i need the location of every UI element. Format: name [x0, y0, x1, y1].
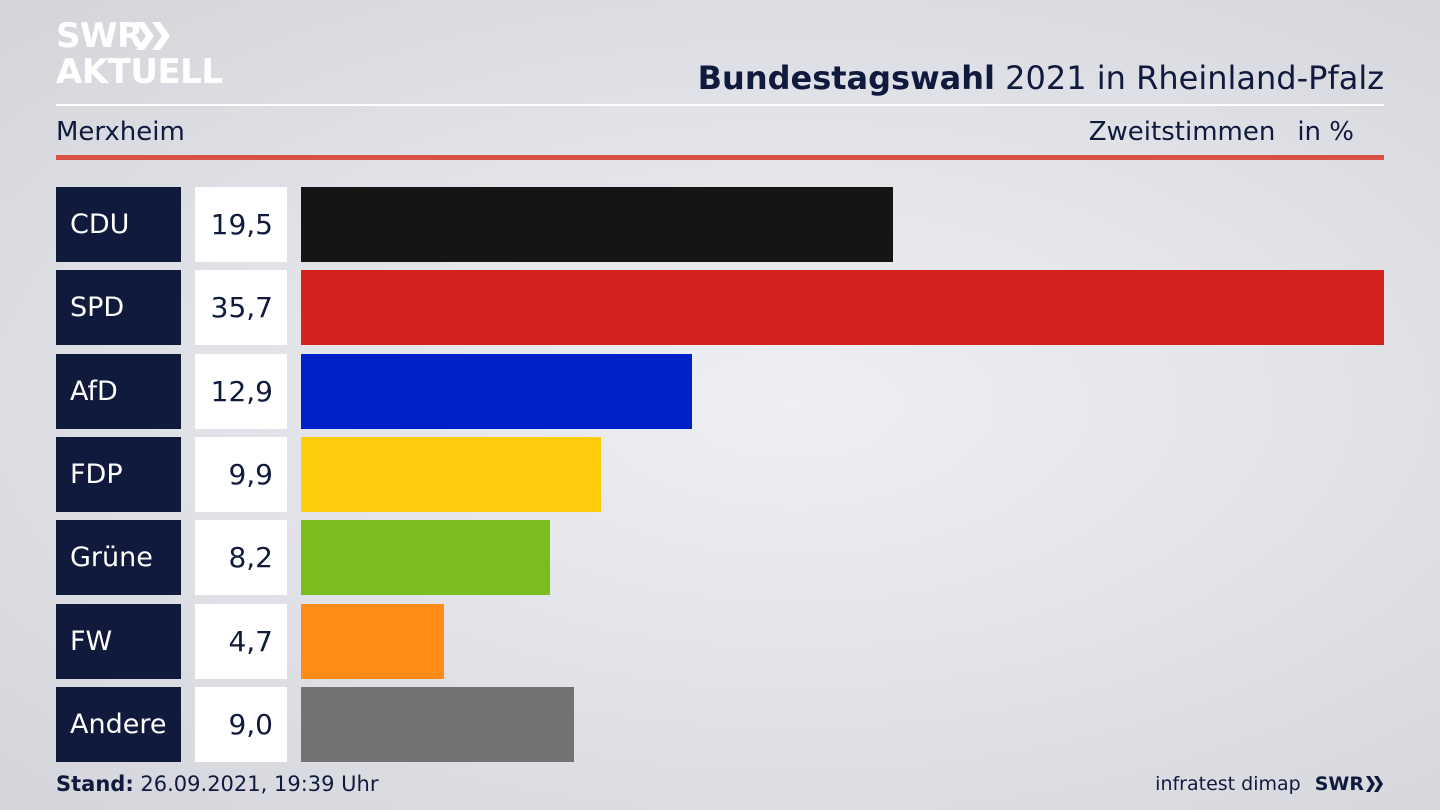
- page-title: Bundestagswahl 2021 in Rheinland-Pfalz: [698, 56, 1384, 100]
- bar-row: CDU 19,5: [56, 187, 1384, 262]
- measure-label: Zweitstimmen in %: [1089, 114, 1354, 150]
- title-bold: Bundestagswahl: [697, 59, 995, 97]
- header-divider: [56, 104, 1384, 106]
- bar-row: SPD 35,7: [56, 270, 1384, 345]
- stand-value: 26.09.2021, 19:39 Uhr: [133, 772, 379, 796]
- swr-brand-text: SWR: [1314, 773, 1364, 795]
- party-label: Grüne: [56, 520, 181, 595]
- value-label: 9,9: [195, 437, 287, 512]
- swr-aktuell-logo: SWR AKTUELL: [56, 16, 226, 92]
- bar-row: Andere 9,0: [56, 687, 1384, 762]
- bar-row: AfD 12,9: [56, 354, 1384, 429]
- double-chevron-right-icon: [136, 22, 170, 50]
- bar: [301, 187, 893, 262]
- title-rest: 2021 in Rheinland-Pfalz: [995, 59, 1384, 97]
- double-chevron-right-icon: [1366, 776, 1383, 792]
- party-label: Andere: [56, 687, 181, 762]
- bar: [301, 354, 692, 429]
- source-label: infratest dimap: [1155, 773, 1301, 795]
- party-label: SPD: [56, 270, 181, 345]
- unit-text: in %: [1297, 117, 1354, 147]
- party-label: CDU: [56, 187, 181, 262]
- bar: [301, 687, 574, 762]
- footer-branding: infratest dimap SWR: [1155, 770, 1384, 798]
- bar: [301, 520, 550, 595]
- party-label: FDP: [56, 437, 181, 512]
- timestamp: Stand: 26.09.2021, 19:39 Uhr: [56, 770, 379, 798]
- bar-row: Grüne 8,2: [56, 520, 1384, 595]
- location-label: Merxheim: [56, 117, 185, 147]
- accent-divider: [56, 155, 1384, 160]
- value-label: 4,7: [195, 604, 287, 679]
- logo-swr-text: SWR: [56, 16, 143, 56]
- measure-text: Zweitstimmen: [1088, 117, 1276, 147]
- value-label: 12,9: [195, 354, 287, 429]
- logo-aktuell-text: AKTUELL: [56, 52, 223, 92]
- bar: [301, 437, 601, 512]
- bar: [301, 270, 1384, 345]
- value-label: 35,7: [195, 270, 287, 345]
- bar: [301, 604, 444, 679]
- stand-label: Stand:: [56, 772, 134, 796]
- value-label: 19,5: [195, 187, 287, 262]
- bar-row: FDP 9,9: [56, 437, 1384, 512]
- value-label: 9,0: [195, 687, 287, 762]
- party-label: AfD: [56, 354, 181, 429]
- bar-row: FW 4,7: [56, 604, 1384, 679]
- party-label: FW: [56, 604, 181, 679]
- value-label: 8,2: [195, 520, 287, 595]
